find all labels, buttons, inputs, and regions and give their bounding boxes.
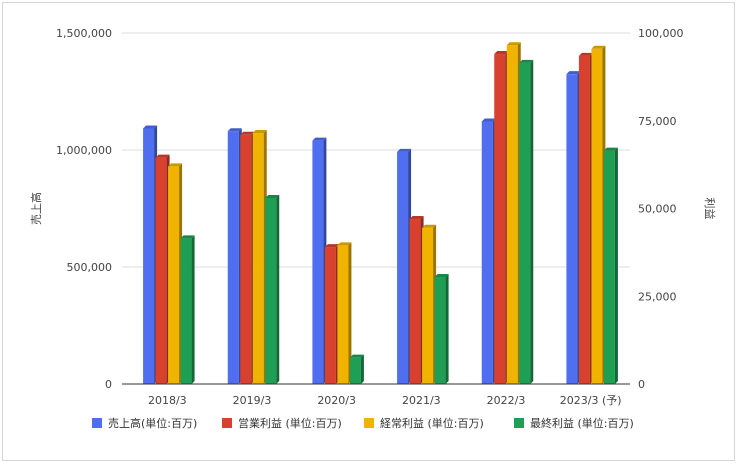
bar [312, 140, 324, 384]
bar [155, 157, 167, 384]
bar-top [180, 235, 195, 239]
bar [337, 245, 349, 384]
bar [168, 166, 180, 384]
bar-top [591, 45, 606, 49]
bar-side [614, 147, 618, 384]
bar-top [434, 273, 449, 277]
bar [506, 45, 518, 384]
bar [434, 276, 446, 384]
bar-top [397, 148, 412, 152]
bar-top [227, 128, 242, 132]
bar-side [276, 194, 280, 384]
x-tick-label: 2018/3 [148, 394, 187, 407]
right-tick-label: 50,000 [638, 203, 677, 216]
bar-side [360, 354, 364, 384]
x-tick-label: 2021/3 [402, 394, 441, 407]
right-tick-label: 100,000 [638, 27, 684, 40]
bar-top [409, 216, 424, 220]
x-tick-label: 2020/3 [317, 394, 356, 407]
left-axis-title: 売上高 [29, 192, 43, 225]
bar-top [494, 51, 509, 55]
bar [481, 121, 493, 385]
right-tick-label: 25,000 [638, 290, 677, 303]
bar-top [481, 118, 496, 122]
bar-top [603, 147, 618, 151]
bar [603, 150, 615, 384]
bar [143, 128, 155, 384]
legend-label: 経常利益 (単位:百万) [380, 416, 484, 430]
bar [519, 62, 531, 385]
x-tick-label: 2023/3 (予) [560, 394, 622, 407]
bar [252, 133, 264, 384]
bar [591, 48, 603, 385]
bar-top [312, 137, 327, 141]
bar-top [265, 194, 280, 198]
bar-top [578, 52, 593, 56]
bar-top [519, 59, 534, 63]
bar [397, 151, 409, 384]
bar-top [252, 130, 267, 134]
legend-swatch [364, 418, 374, 428]
bar [422, 227, 434, 384]
bar [180, 238, 192, 384]
left-tick-label: 1,000,000 [56, 144, 112, 157]
bar [409, 219, 421, 384]
bar-top [422, 224, 437, 228]
bar-top [324, 244, 339, 248]
bar-side [530, 59, 534, 385]
bar [566, 74, 578, 385]
bar [240, 134, 252, 384]
bar-top [566, 71, 581, 75]
right-tick-label: 75,000 [638, 115, 677, 128]
legend-label: 営業利益 (単位:百万) [238, 416, 342, 430]
left-tick-label: 0 [105, 378, 112, 391]
bar-top [349, 354, 364, 358]
bar [494, 54, 506, 385]
bar-top [337, 242, 352, 246]
left-tick-label: 1,500,000 [56, 27, 112, 40]
bar-side [348, 242, 352, 384]
bar-side [191, 235, 195, 384]
legend-swatch [514, 418, 524, 428]
bar [324, 247, 336, 384]
bar [578, 55, 590, 384]
bar [349, 357, 361, 384]
legend-label: 最終利益 (単位:百万) [530, 416, 634, 430]
bar-top [168, 163, 183, 167]
left-tick-label: 500,000 [67, 261, 113, 274]
bar-side [445, 273, 449, 384]
legend-label: 売上高(単位:百万) [108, 416, 197, 430]
bar-top [155, 154, 170, 158]
bar [227, 131, 239, 384]
legend-swatch [92, 418, 102, 428]
x-tick-label: 2019/3 [233, 394, 272, 407]
right-axis-title: 利益 [703, 198, 717, 220]
legend-swatch [222, 418, 232, 428]
bar [265, 197, 277, 384]
right-tick-label: 0 [638, 378, 645, 391]
x-tick-label: 2022/3 [487, 394, 526, 407]
bar-top [240, 131, 255, 135]
bar-top [143, 125, 158, 129]
bar-top [506, 42, 521, 46]
